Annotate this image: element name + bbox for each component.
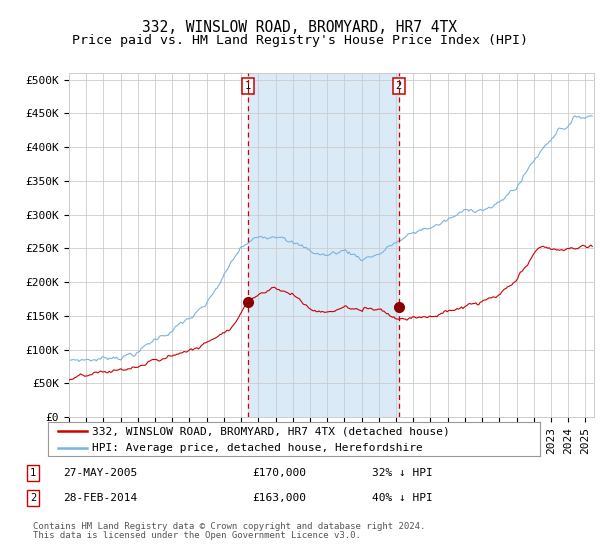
Text: HPI: Average price, detached house, Herefordshire: HPI: Average price, detached house, Here… [92, 443, 423, 452]
Text: Contains HM Land Registry data © Crown copyright and database right 2024.: Contains HM Land Registry data © Crown c… [33, 522, 425, 531]
Text: 1: 1 [245, 81, 251, 91]
Text: 32% ↓ HPI: 32% ↓ HPI [372, 468, 433, 478]
Text: 1: 1 [30, 468, 36, 478]
Text: 27-MAY-2005: 27-MAY-2005 [63, 468, 137, 478]
Text: 28-FEB-2014: 28-FEB-2014 [63, 493, 137, 503]
Text: This data is licensed under the Open Government Licence v3.0.: This data is licensed under the Open Gov… [33, 531, 361, 540]
Text: 332, WINSLOW ROAD, BROMYARD, HR7 4TX: 332, WINSLOW ROAD, BROMYARD, HR7 4TX [143, 20, 458, 35]
Text: 2: 2 [30, 493, 36, 503]
Text: 332, WINSLOW ROAD, BROMYARD, HR7 4TX (detached house): 332, WINSLOW ROAD, BROMYARD, HR7 4TX (de… [92, 426, 450, 436]
Text: Price paid vs. HM Land Registry's House Price Index (HPI): Price paid vs. HM Land Registry's House … [72, 34, 528, 46]
Bar [248, 73, 399, 417]
Text: £170,000: £170,000 [252, 468, 306, 478]
Text: 2: 2 [395, 81, 402, 91]
Text: £163,000: £163,000 [252, 493, 306, 503]
Text: 40% ↓ HPI: 40% ↓ HPI [372, 493, 433, 503]
